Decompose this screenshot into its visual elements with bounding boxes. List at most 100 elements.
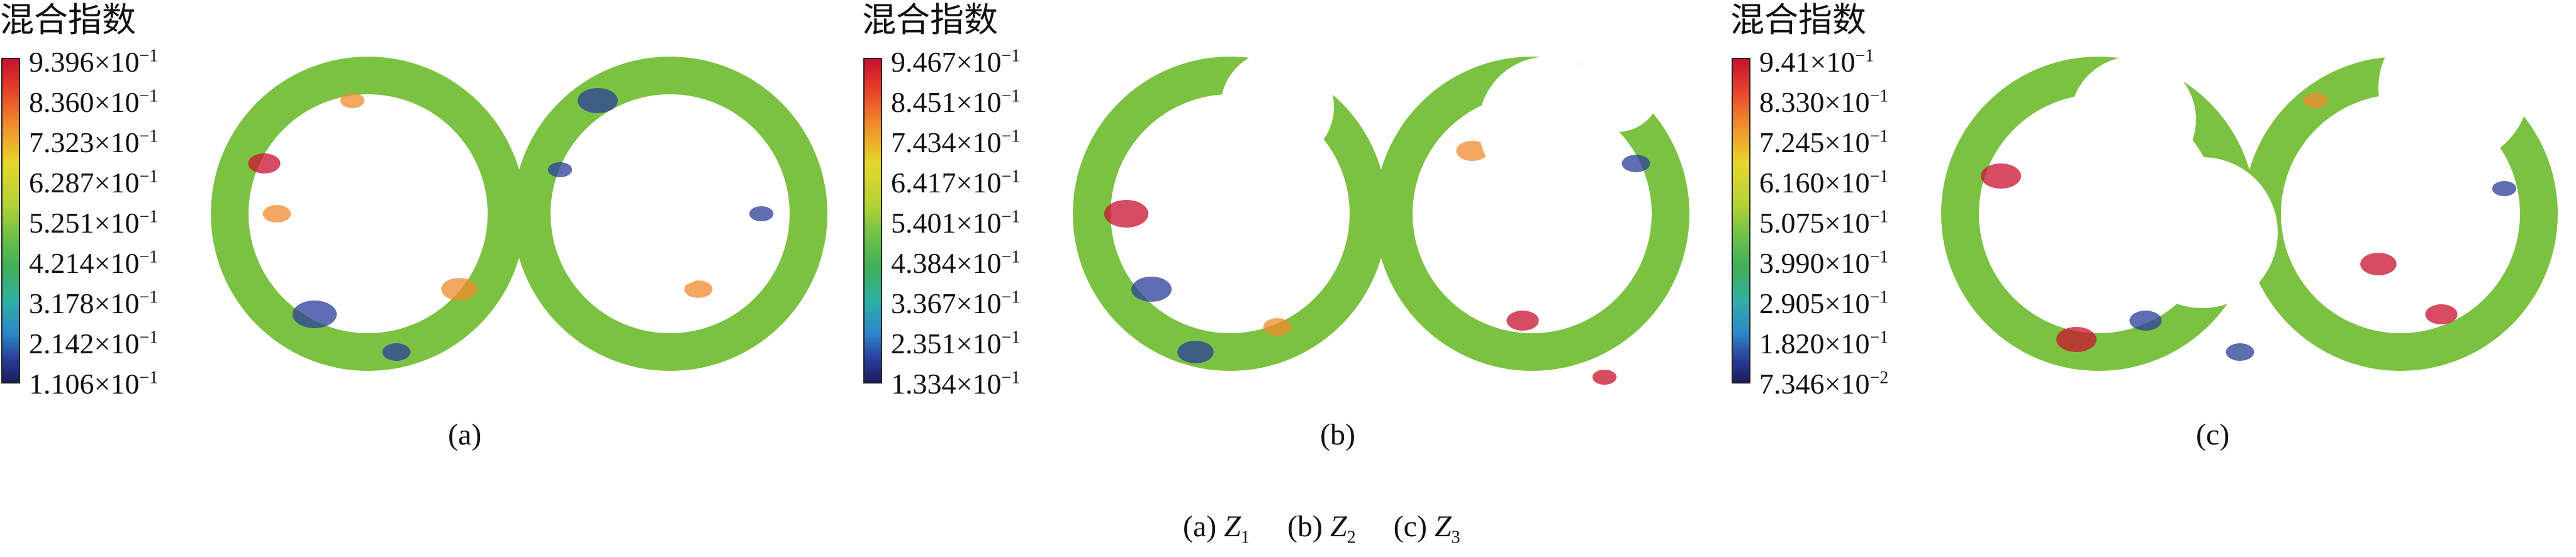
colorbar-tick-label: 7.245×10−1 xyxy=(1759,126,1888,160)
mixing-blotch xyxy=(578,88,618,113)
tick-mantissa: 2.142×10 xyxy=(29,328,140,360)
colorbar-tick-label: 6.417×10−1 xyxy=(891,166,1020,200)
mixing-blotch xyxy=(2129,311,2162,331)
mixing-blotch xyxy=(248,153,281,174)
panel-label: (a) xyxy=(448,418,482,451)
tick-exponent: −1 xyxy=(139,86,159,106)
colorbar-tick-label: 8.330×10−1 xyxy=(1759,85,1888,119)
colorbar-tick-label: 9.467×10−1 xyxy=(891,45,1020,79)
mixing-blotch xyxy=(340,93,365,108)
panel-a: 混合指数 9.396×10−1 8.360×10−1 7.323×10−1 6.287… xyxy=(0,0,858,478)
colorbar-tick-label: 3.990×10−1 xyxy=(1759,246,1888,280)
tick-exponent: −1 xyxy=(1869,126,1889,146)
caption-c-prefix: (c) xyxy=(1393,510,1427,543)
tick-mantissa: 4.384×10 xyxy=(891,247,1002,279)
caption-b-prefix: (b) xyxy=(1287,510,1323,543)
mixing-blotch xyxy=(382,343,411,361)
colorbar-tick-label: 6.287×10−1 xyxy=(29,166,158,200)
mixing-index-contour-a xyxy=(208,25,837,405)
colorbar-tick-label: 6.160×10−1 xyxy=(1759,166,1888,200)
colorbar-tick-label: 5.075×10−1 xyxy=(1759,206,1888,240)
mixing-blotch xyxy=(1592,370,1617,385)
tick-mantissa: 9.467×10 xyxy=(891,46,1002,78)
colorbar-tick-label: 2.351×10−1 xyxy=(891,327,1020,361)
tick-exponent: −1 xyxy=(139,46,159,66)
contour-svg xyxy=(211,57,827,371)
tick-exponent: −1 xyxy=(139,287,159,307)
tick-exponent: −1 xyxy=(1001,368,1021,388)
tick-exponent: −1 xyxy=(1869,86,1889,106)
legend-title: 混合指数 xyxy=(1730,0,1866,40)
void-region xyxy=(2378,13,2529,163)
caption-c-sub: 3 xyxy=(1451,527,1460,548)
contour-svg xyxy=(1073,44,1689,385)
colorbar xyxy=(1732,58,1750,383)
tick-mantissa: 1.106×10 xyxy=(29,368,140,400)
left-annulus xyxy=(211,57,525,371)
tick-mantissa: 1.334×10 xyxy=(891,368,1002,400)
tick-mantissa: 6.417×10 xyxy=(891,167,1002,199)
mixing-blotch xyxy=(684,280,713,298)
void-region xyxy=(2127,157,2278,308)
mixing-index-contour-b xyxy=(1070,25,1699,405)
mixing-blotch xyxy=(547,162,573,177)
tick-exponent: −2 xyxy=(1869,368,1889,388)
caption-b-sub: 2 xyxy=(1347,527,1356,548)
tick-mantissa: 4.214×10 xyxy=(29,247,140,279)
tick-exponent: −1 xyxy=(1869,328,1889,348)
colorbar-tick-label: 7.323×10−1 xyxy=(29,126,158,160)
mixing-blotch xyxy=(1177,341,1214,363)
tick-mantissa: 9.41×10 xyxy=(1759,46,1856,78)
tick-exponent: −1 xyxy=(139,368,159,388)
caption-a-prefix: (a) xyxy=(1183,510,1217,543)
caption-a-sub: 1 xyxy=(1240,527,1250,548)
colorbar-tick-label: 3.178×10−1 xyxy=(29,287,158,321)
tick-mantissa: 6.160×10 xyxy=(1759,167,1870,199)
tick-exponent: −1 xyxy=(1855,46,1874,66)
figure-caption: (a) Z1 (b) Z2 (c) Z3 xyxy=(1183,508,1460,557)
panel-label: (b) xyxy=(1320,418,1355,451)
tick-exponent: −1 xyxy=(139,207,159,227)
tick-exponent: −1 xyxy=(1001,126,1021,146)
colorbar-ticks: 9.41×10−1 8.330×10−1 7.245×10−1 6.160×10−1 5… xyxy=(1759,45,1961,410)
void-region xyxy=(2070,57,2196,182)
tick-mantissa: 8.360×10 xyxy=(29,86,140,118)
tick-mantissa: 8.451×10 xyxy=(891,86,1002,118)
tick-exponent: −1 xyxy=(1869,247,1889,267)
tick-exponent: −1 xyxy=(1869,287,1889,307)
mixing-blotch xyxy=(262,205,291,223)
tick-exponent: −1 xyxy=(139,328,159,348)
tick-mantissa: 7.323×10 xyxy=(29,126,140,158)
colorbar-tick-label: 2.905×10−1 xyxy=(1759,287,1888,321)
tick-exponent: −1 xyxy=(1869,167,1889,187)
tick-mantissa: 1.820×10 xyxy=(1759,328,1870,360)
tick-mantissa: 7.245×10 xyxy=(1759,126,1870,158)
mixing-blotch xyxy=(292,301,337,328)
colorbar-tick-label: 1.820×10−1 xyxy=(1759,327,1888,361)
colorbar-tick-label: 4.384×10−1 xyxy=(891,246,1020,280)
colorbar-tick-label: 5.251×10−1 xyxy=(29,206,158,240)
colorbar-tick-label: 8.360×10−1 xyxy=(29,85,158,119)
colorbar-tick-label: 4.214×10−1 xyxy=(29,246,158,280)
mixing-blotch xyxy=(1456,141,1489,161)
tick-mantissa: 2.905×10 xyxy=(1759,287,1870,319)
mixing-blotch xyxy=(1981,163,2021,189)
mixing-blotch xyxy=(1263,318,1292,336)
tick-mantissa: 7.346×10 xyxy=(1759,368,1870,400)
tick-mantissa: 5.251×10 xyxy=(29,207,140,239)
tick-exponent: −1 xyxy=(1001,167,1021,187)
tick-exponent: −1 xyxy=(1001,247,1021,267)
mixing-index-contour-c xyxy=(1938,13,2567,405)
void-region xyxy=(1573,44,1661,132)
colorbar-tick-label: 2.142×10−1 xyxy=(29,327,158,361)
tick-mantissa: 3.178×10 xyxy=(29,287,140,319)
mixing-blotch xyxy=(2056,327,2097,352)
void-region xyxy=(1221,50,1334,163)
caption-b-var: Z xyxy=(1330,510,1347,543)
mixing-blotch xyxy=(2425,304,2458,324)
panel-b: 混合指数 9.467×10−1 8.451×10−1 7.434×10−1 6.417… xyxy=(862,0,1720,478)
colorbar-ticks: 9.467×10−1 8.451×10−1 7.434×10−1 6.417×10−1… xyxy=(891,45,1092,410)
mixing-blotch xyxy=(2492,181,2517,196)
mixing-blotch xyxy=(2226,343,2254,361)
